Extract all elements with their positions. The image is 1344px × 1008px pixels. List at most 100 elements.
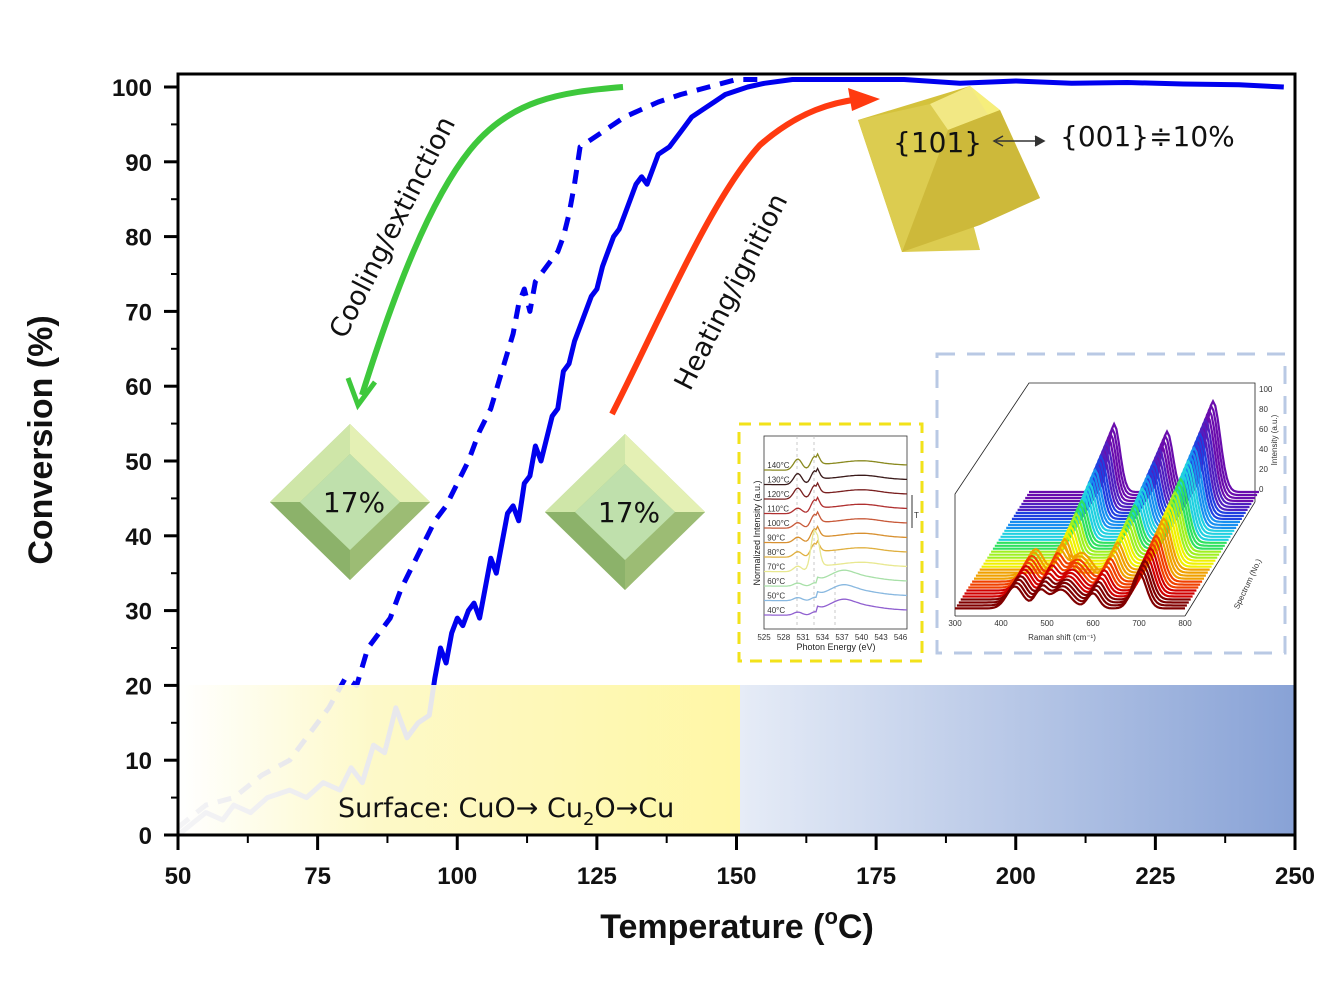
x-tick-label: 175	[856, 863, 896, 890]
y-tick-label: 70	[125, 299, 152, 326]
raman-spectrum	[979, 517, 1210, 571]
raman-spectrum	[1006, 454, 1237, 529]
xps-temp-label: 90°C	[767, 534, 785, 543]
xps-spectrum	[764, 452, 907, 471]
raman-xlabel: Raman shift (cm⁻¹)	[1028, 633, 1096, 642]
y-tick-label: 30	[125, 599, 152, 626]
raman-spectrum	[977, 521, 1208, 574]
raman-z-tick-label: 40	[1259, 445, 1268, 454]
raman-spectrum	[1010, 445, 1240, 523]
x-tick-label: 125	[577, 863, 617, 890]
xps-temp-label: 140°C	[767, 461, 790, 470]
region-bulk	[740, 685, 1294, 834]
cooling-arrow	[345, 84, 624, 411]
series-line-1	[338, 77, 765, 685]
raman-z-tick-label: 80	[1259, 405, 1268, 414]
xps-spectrum	[764, 584, 907, 602]
xps-temp-label: 120°C	[767, 490, 790, 499]
series-line-0	[431, 77, 1284, 685]
xps-temp-label: 40°C	[767, 606, 785, 615]
raman-z-tick-label: 20	[1259, 465, 1268, 474]
raman-tick-label: 800	[1178, 619, 1192, 628]
x-tick-label: 250	[1275, 863, 1315, 890]
y-tick-label: 20	[125, 673, 152, 700]
heating-label: Heating/ignition	[669, 189, 795, 395]
raman-spectrum	[958, 563, 1189, 604]
raman-z-tick-label: 60	[1259, 425, 1268, 434]
raman-spectrum	[972, 534, 1203, 583]
xps-tick-label: 537	[835, 633, 849, 642]
xps-spectrum	[764, 528, 907, 573]
raman-z-tick-label: 100	[1259, 385, 1273, 394]
heating-arrow	[609, 88, 880, 416]
y-tick-label: 0	[139, 823, 152, 850]
raman-spectrum	[1000, 468, 1231, 538]
xps-spectrum	[764, 510, 907, 529]
surface-label: Surface: CuO→ Cu2O→Cu	[338, 793, 674, 830]
xps-ylabel: Normalized Intensity (a.u.)	[752, 480, 762, 585]
x-tick-label: 50	[165, 863, 192, 890]
xps-t-label: T	[914, 511, 919, 520]
x-tick-label: 75	[304, 863, 331, 890]
raman-spectrum	[955, 571, 1185, 610]
raman-spectrum	[1008, 450, 1239, 526]
xps-temp-label: 50°C	[767, 592, 785, 601]
raman-tick-label: 400	[994, 619, 1008, 628]
raman-spectrum	[989, 495, 1220, 556]
xps-temp-label: 100°C	[767, 519, 790, 528]
raman-tick-label: 600	[1086, 619, 1100, 628]
pyramid-cooling-label: 17%	[323, 486, 385, 519]
x-axis-title: Temperature (oC)	[600, 904, 874, 946]
xps-tick-label: 525	[757, 633, 771, 642]
raman-spectrum	[964, 551, 1195, 595]
x-tick-label: 225	[1135, 863, 1175, 890]
xps-tick-label: 531	[796, 633, 810, 642]
inset-xps: 140°C 130°C 120°C 110°C 100°C 90°C 80°C 70°C 60°…	[737, 422, 924, 663]
raman-spectrum	[983, 508, 1214, 565]
xps-spectrum	[764, 598, 907, 616]
xps-tick-label: 546	[894, 633, 908, 642]
raman-tick-label: 700	[1132, 619, 1146, 628]
raman-spectrum	[981, 512, 1212, 568]
raman-spectrum	[1002, 463, 1233, 535]
xps-tick-label: 528	[777, 633, 791, 642]
facet-001-label: {001}≑10%	[1060, 120, 1235, 153]
xps-spectrum	[764, 481, 907, 500]
y-axis-title: Conversion (%)	[22, 315, 60, 564]
xps-tick-label: 540	[855, 633, 869, 642]
xps-temp-label: 60°C	[767, 577, 785, 586]
raman-spectrum	[998, 473, 1229, 541]
pyramid-101: {101}	[858, 86, 1040, 252]
raman-spectrum	[956, 567, 1187, 607]
pyramid-heating-label: 17%	[598, 496, 660, 529]
raman-spectrum	[987, 499, 1218, 559]
series-line-faded-0	[178, 685, 437, 835]
raman-spectrum	[970, 538, 1201, 586]
y-tick-label: 100	[112, 75, 152, 102]
xps-temp-label: 80°C	[767, 548, 785, 557]
y-tick-label: 10	[125, 748, 152, 775]
raman-zlabel: Intensity (a.u.)	[1270, 414, 1279, 465]
pyramid-cooling: 17%	[270, 424, 430, 580]
raman-spectrum	[968, 542, 1199, 589]
facet-101-label: {101}	[893, 126, 982, 159]
raman-spectrum	[991, 490, 1222, 553]
raman-spectrum	[996, 477, 1227, 544]
xps-temp-label: 110°C	[767, 505, 789, 514]
xps-spectrum	[764, 467, 907, 486]
raman-spectrum	[975, 525, 1206, 577]
x-tick-label: 100	[437, 863, 477, 890]
xps-temp-label: 70°C	[767, 563, 785, 572]
x-tick-label: 200	[996, 863, 1036, 890]
raman-spectrum	[994, 481, 1225, 547]
raman-spectrum	[1004, 459, 1235, 532]
xps-tick-label: 534	[816, 633, 830, 642]
raman-spectrum	[960, 559, 1191, 601]
raman-spectrum	[962, 555, 1193, 598]
xps-spectrum	[764, 569, 907, 587]
raman-spectrum	[992, 486, 1223, 550]
inset-raman: 300 400 500 600 700 800 0 20 40 60 80 100 Raman shi…	[935, 352, 1287, 655]
x-tick-label: 150	[716, 863, 756, 890]
xps-xlabel: Photon Energy (eV)	[796, 642, 875, 652]
